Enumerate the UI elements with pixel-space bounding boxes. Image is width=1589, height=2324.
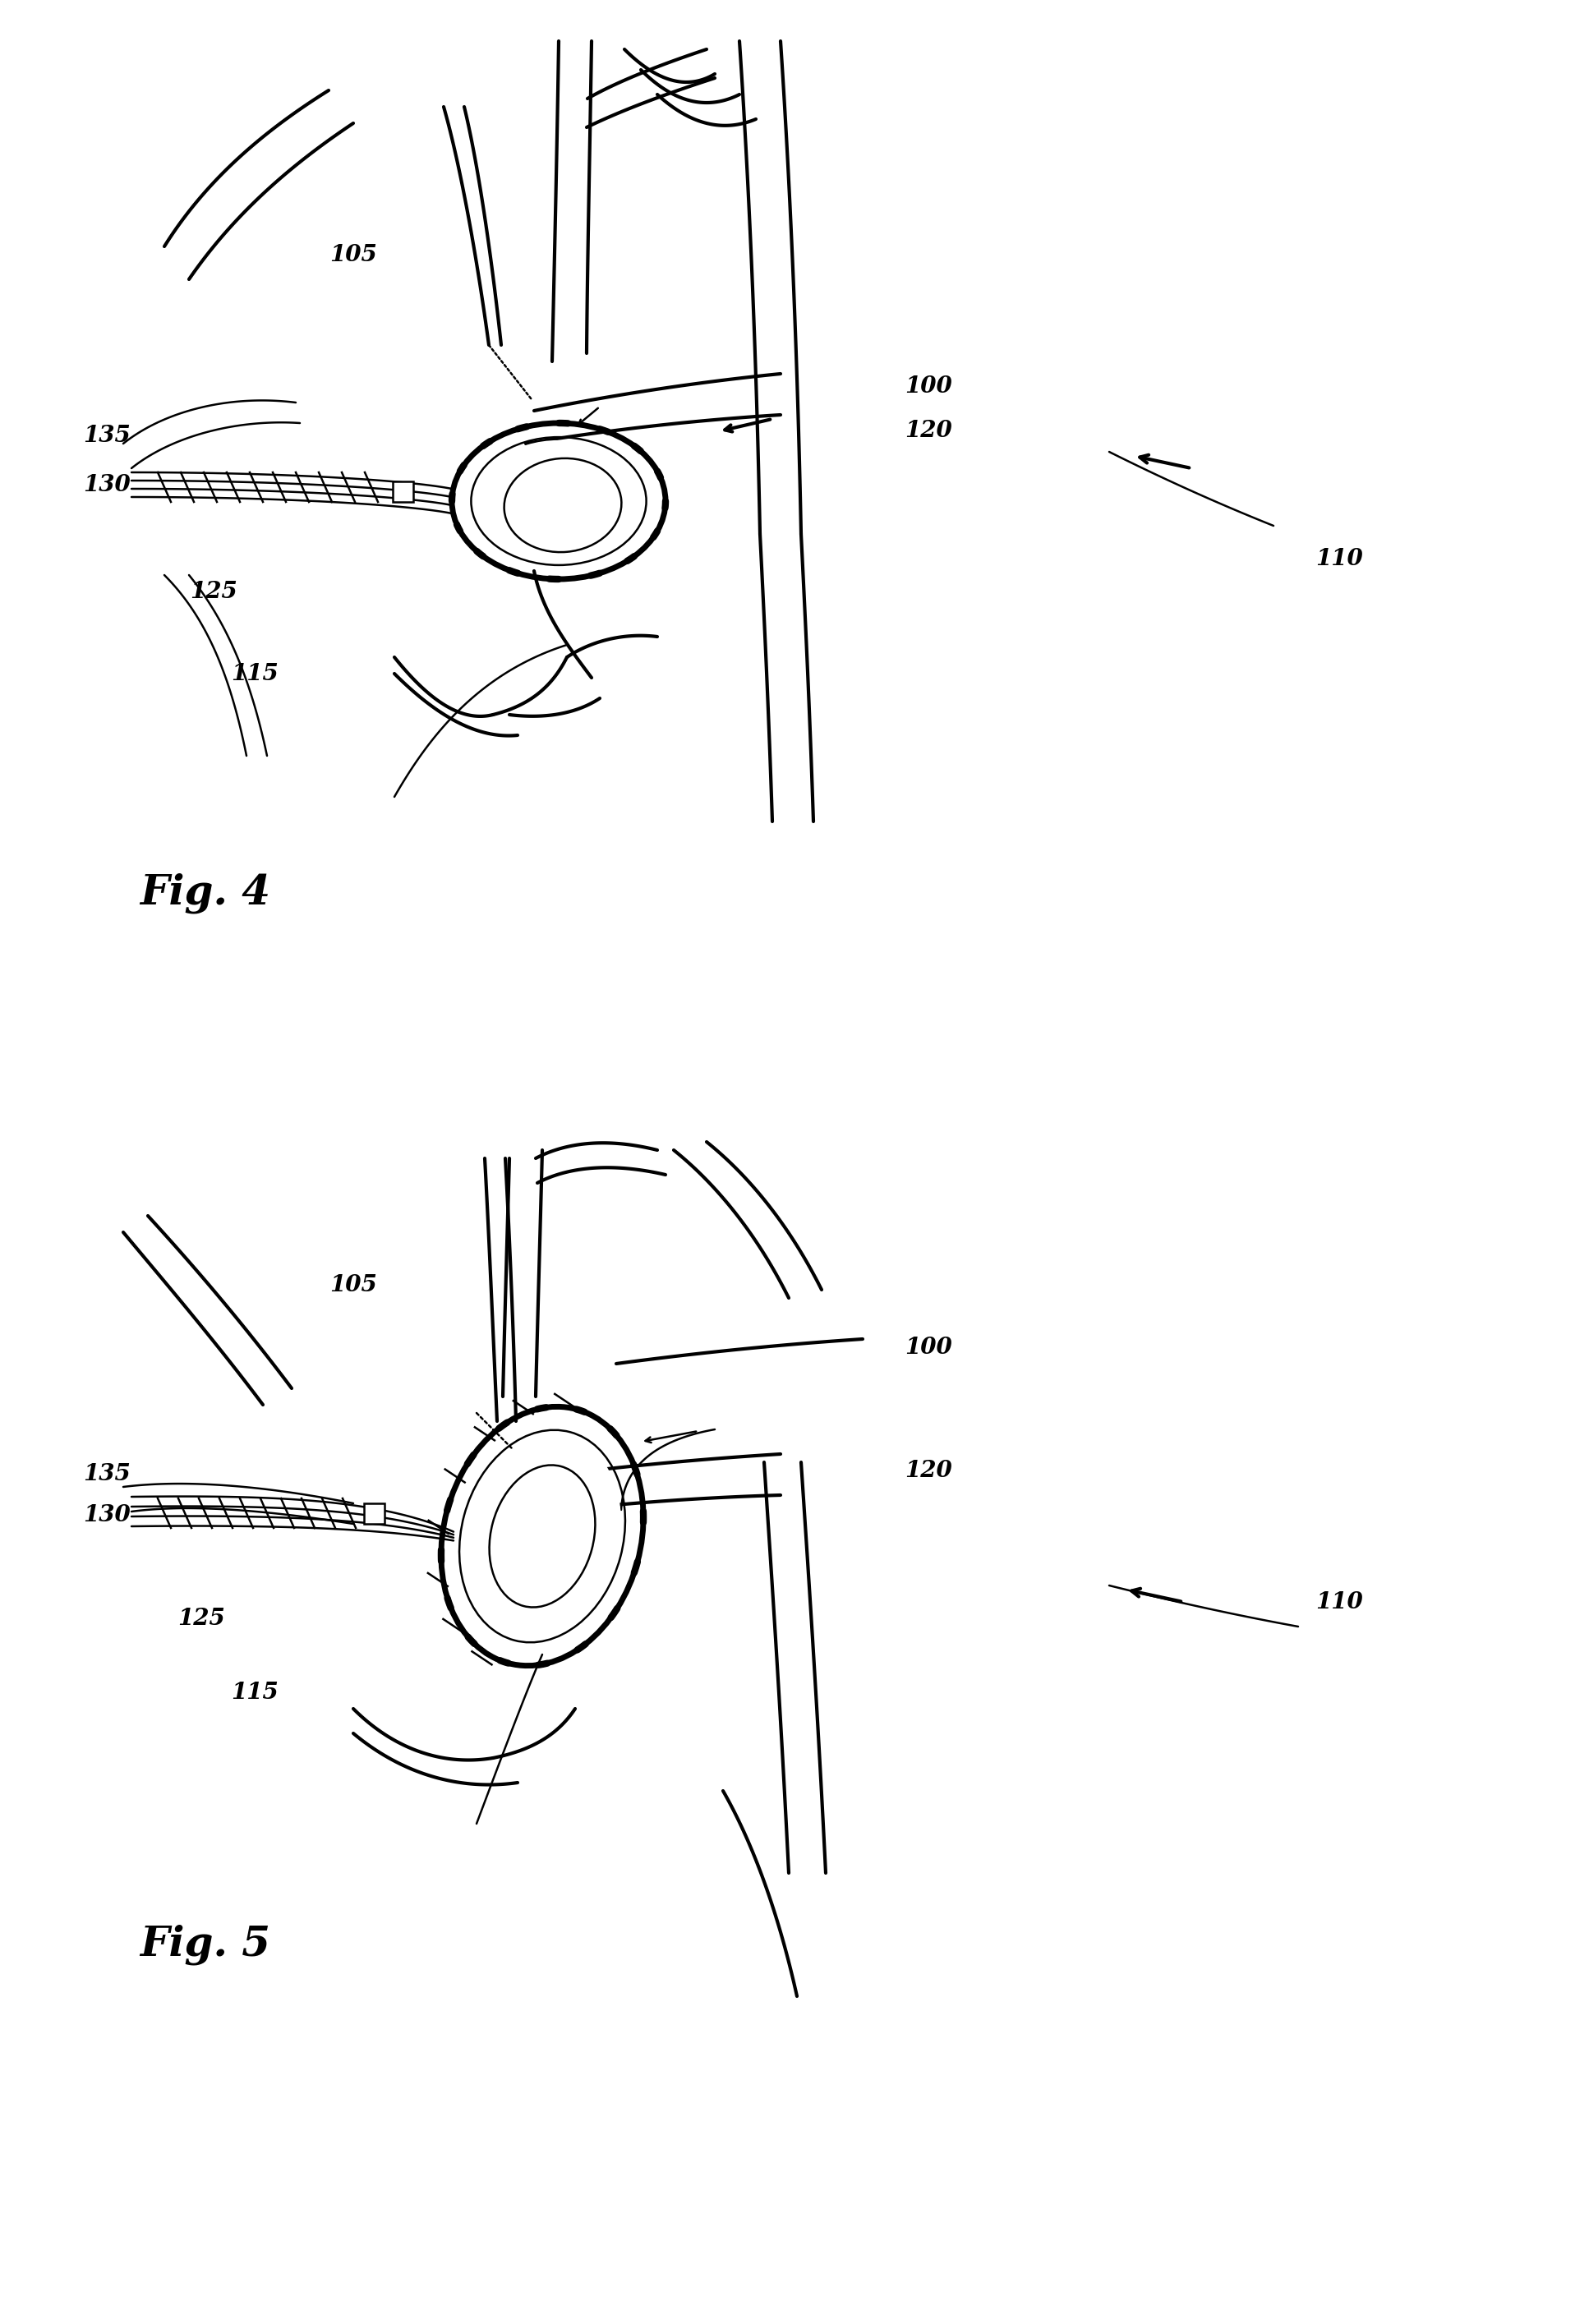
Ellipse shape bbox=[489, 1464, 596, 1608]
Ellipse shape bbox=[475, 439, 642, 562]
Text: Fig. 5: Fig. 5 bbox=[140, 1924, 270, 1964]
Text: Fig. 4: Fig. 4 bbox=[140, 872, 270, 913]
Text: 105: 105 bbox=[329, 1274, 377, 1297]
Bar bbox=[392, 481, 413, 502]
Ellipse shape bbox=[504, 458, 621, 553]
Text: 125: 125 bbox=[191, 581, 237, 602]
Text: 110: 110 bbox=[1316, 1592, 1363, 1613]
Text: 135: 135 bbox=[83, 425, 130, 446]
Text: 115: 115 bbox=[230, 662, 278, 686]
Text: 105: 105 bbox=[329, 244, 377, 265]
Ellipse shape bbox=[464, 1436, 621, 1636]
Text: 120: 120 bbox=[904, 421, 952, 442]
Text: 135: 135 bbox=[83, 1464, 130, 1485]
Text: 100: 100 bbox=[904, 1336, 952, 1357]
Text: 125: 125 bbox=[178, 1608, 226, 1629]
Text: 110: 110 bbox=[1316, 548, 1363, 569]
Bar bbox=[364, 1504, 385, 1525]
Text: 100: 100 bbox=[904, 374, 952, 397]
Text: 130: 130 bbox=[83, 474, 130, 495]
Text: 120: 120 bbox=[904, 1459, 952, 1483]
Text: 130: 130 bbox=[83, 1504, 130, 1527]
Text: 115: 115 bbox=[230, 1680, 278, 1703]
